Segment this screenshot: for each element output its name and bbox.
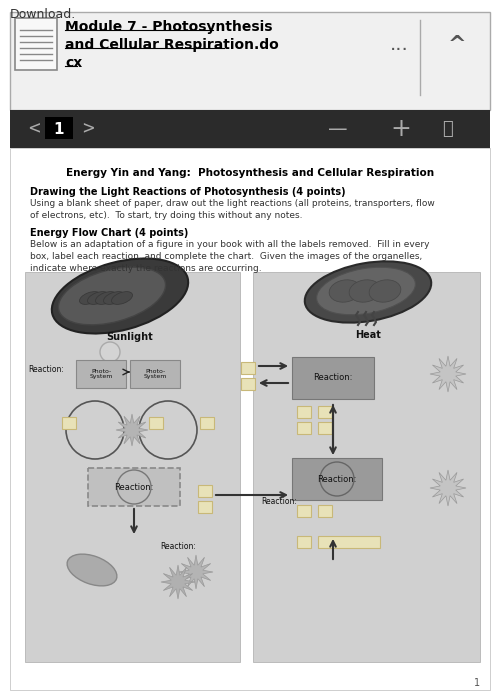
Text: cx: cx (65, 56, 82, 70)
Ellipse shape (316, 267, 416, 315)
Bar (200, 417, 214, 429)
Text: Drawing the Light Reactions of Photosynthesis (4 points): Drawing the Light Reactions of Photosynt… (30, 187, 346, 197)
Bar (25, 272, 240, 662)
Bar (45, 117, 73, 139)
Ellipse shape (96, 292, 116, 304)
Text: ^: ^ (448, 35, 466, 55)
Ellipse shape (329, 280, 361, 302)
Bar (297, 505, 311, 517)
Text: Photo-
System: Photo- System (90, 369, 112, 379)
Text: Energy Yin and Yang:  Photosynthesis and Cellular Respiration: Energy Yin and Yang: Photosynthesis and … (66, 168, 434, 178)
Circle shape (100, 342, 120, 362)
Text: Sunlight: Sunlight (106, 332, 154, 342)
Text: Energy Flow Chart (4 points): Energy Flow Chart (4 points) (30, 228, 188, 238)
Bar (15, 18, 57, 70)
Text: Module 7 - Photosynthesis: Module 7 - Photosynthesis (65, 20, 272, 34)
Text: Photo-
System: Photo- System (144, 369, 167, 379)
Bar (297, 422, 311, 434)
Bar (76, 360, 126, 388)
Bar (318, 422, 332, 434)
Ellipse shape (104, 292, 124, 304)
Bar (198, 501, 212, 513)
Bar (297, 536, 311, 548)
Ellipse shape (349, 280, 381, 302)
Text: —: — (328, 120, 347, 139)
Text: Reaction:: Reaction: (28, 365, 64, 375)
Bar (10, 110, 490, 148)
Text: +: + (390, 117, 411, 141)
Ellipse shape (369, 280, 401, 302)
Ellipse shape (58, 267, 166, 325)
Bar (198, 485, 212, 497)
Text: Reaction:: Reaction: (160, 542, 196, 551)
Text: >: > (82, 120, 94, 139)
Text: Below is an adaptation of a figure in your book with all the labels removed.  Fi: Below is an adaptation of a figure in yo… (30, 240, 429, 272)
Ellipse shape (80, 292, 100, 304)
Polygon shape (161, 565, 195, 599)
Bar (318, 536, 380, 548)
Polygon shape (430, 356, 466, 392)
Bar (253, 272, 480, 662)
Text: and Cellular Respiration.do: and Cellular Respiration.do (65, 38, 279, 52)
Bar (130, 360, 180, 388)
Bar (292, 357, 374, 399)
Bar (241, 378, 255, 390)
Bar (318, 406, 332, 418)
Text: Heat: Heat (355, 330, 381, 340)
Text: Reaction:: Reaction: (318, 475, 356, 484)
Polygon shape (116, 414, 148, 446)
Text: 1: 1 (54, 122, 64, 136)
Polygon shape (179, 555, 213, 589)
Ellipse shape (112, 292, 132, 304)
Bar (88, 468, 180, 506)
Polygon shape (430, 470, 466, 506)
Bar (149, 417, 163, 429)
Text: 1: 1 (474, 678, 480, 688)
Text: Reaction:: Reaction: (114, 482, 154, 491)
Ellipse shape (52, 258, 188, 333)
Text: Using a blank sheet of paper, draw out the light reactions (all proteins, transp: Using a blank sheet of paper, draw out t… (30, 199, 435, 220)
Bar (10, 12, 490, 110)
Bar (10, 148, 490, 690)
Text: Reaction:: Reaction: (261, 497, 297, 506)
Text: ⛶: ⛶ (442, 120, 453, 138)
Bar (62, 417, 76, 429)
Bar (318, 505, 332, 517)
Ellipse shape (88, 292, 108, 304)
Text: Reaction:: Reaction: (314, 374, 352, 382)
Ellipse shape (305, 261, 431, 323)
Ellipse shape (67, 554, 117, 586)
Bar (292, 458, 382, 500)
Bar (241, 362, 255, 374)
Text: Download.: Download. (10, 8, 76, 21)
Bar (297, 406, 311, 418)
Text: <: < (28, 120, 40, 139)
Text: ...: ... (390, 36, 409, 55)
